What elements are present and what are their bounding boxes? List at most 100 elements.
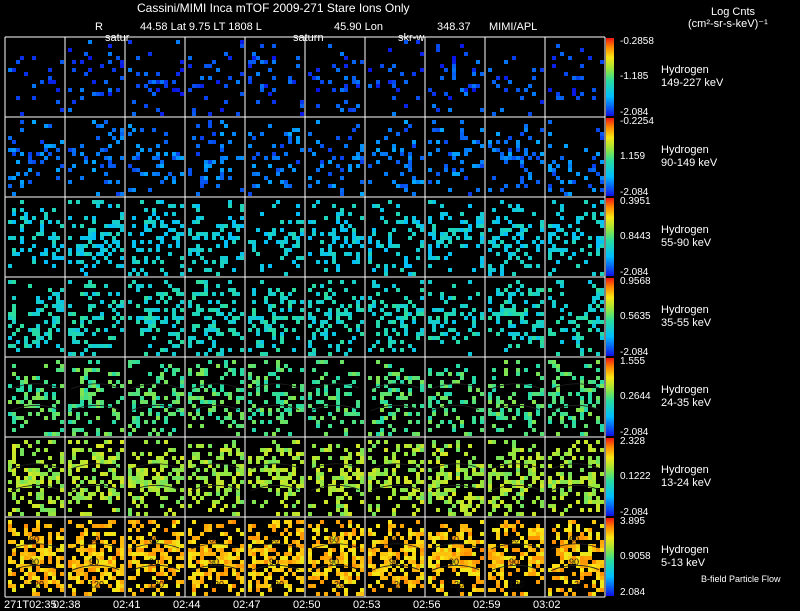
heatmap-pixel <box>136 420 140 424</box>
heatmap-pixel <box>396 460 400 464</box>
heatmap-pixel <box>192 520 196 524</box>
heatmap-pixel <box>276 540 280 544</box>
heatmap-pixel <box>596 464 600 468</box>
heatmap-pixel <box>88 240 92 244</box>
heatmap-pixel <box>164 480 168 484</box>
heatmap-pixel <box>452 492 456 496</box>
heatmap-pixel <box>412 272 416 276</box>
heatmap-pixel <box>148 372 152 376</box>
heatmap-pixel <box>496 244 500 248</box>
heatmap-pixel <box>140 396 144 400</box>
heatmap-pixel <box>76 496 80 500</box>
heatmap-pixel <box>440 372 444 376</box>
heatmap-pixel <box>48 332 52 336</box>
heatmap-cell <box>68 440 124 516</box>
heatmap-pixel <box>28 476 32 480</box>
heatmap-cell <box>368 360 424 436</box>
heatmap-pixel <box>172 236 176 240</box>
heatmap-pixel <box>252 240 256 244</box>
heatmap-pixel <box>456 532 460 536</box>
heatmap-pixel <box>432 408 436 412</box>
heatmap-pixel <box>316 456 320 460</box>
heatmap-pixel <box>36 376 40 380</box>
heatmap-pixel <box>540 548 544 552</box>
heatmap-pixel <box>188 492 192 496</box>
heatmap-pixel <box>384 268 388 272</box>
heatmap-pixel <box>460 532 464 536</box>
heatmap-pixel <box>376 148 380 152</box>
heatmap-pixel <box>96 532 100 536</box>
heatmap-pixel <box>132 392 136 396</box>
heatmap-pixel <box>492 220 496 224</box>
heatmap-pixel <box>228 204 232 208</box>
heatmap-pixel <box>312 332 316 336</box>
heatmap-pixel <box>160 592 164 596</box>
heatmap-pixel <box>464 476 468 480</box>
heatmap-pixel <box>464 524 468 528</box>
heatmap-pixel <box>536 304 540 308</box>
heatmap-pixel <box>568 488 572 492</box>
heatmap-pixel <box>92 80 96 84</box>
heatmap-pixel <box>472 416 476 420</box>
heatmap-pixel <box>204 552 208 556</box>
heatmap-cell <box>128 124 184 192</box>
heatmap-pixel <box>240 256 244 260</box>
heatmap-pixel <box>152 336 156 340</box>
heatmap-pixel <box>80 144 84 148</box>
heatmap-pixel <box>12 312 16 316</box>
heatmap-pixel <box>336 216 340 220</box>
heatmap-pixel <box>528 448 532 452</box>
heatmap-pixel <box>392 148 396 152</box>
heatmap-pixel <box>172 392 176 396</box>
heatmap-pixel <box>432 556 436 560</box>
heatmap-pixel <box>132 496 136 500</box>
heatmap-pixel <box>76 332 80 336</box>
heatmap-pixel <box>460 424 464 428</box>
heatmap-pixel <box>224 244 228 248</box>
heatmap-pixel <box>532 468 536 472</box>
heatmap-pixel <box>104 460 108 464</box>
heatmap-pixel <box>56 304 60 308</box>
heatmap-pixel <box>432 540 436 544</box>
heatmap-pixel <box>420 528 424 532</box>
heatmap-pixel <box>236 556 240 560</box>
heatmap-pixel <box>80 536 84 540</box>
heatmap-pixel <box>40 224 44 228</box>
heatmap-pixel <box>96 316 100 320</box>
heatmap-pixel <box>472 140 476 144</box>
heatmap-pixel <box>308 252 312 256</box>
heatmap-pixel <box>428 180 432 184</box>
heatmap-pixel <box>20 416 24 420</box>
heatmap-pixel <box>512 496 516 500</box>
heatmap-pixel <box>196 216 200 220</box>
heatmap-pixel <box>56 536 60 540</box>
heatmap-pixel <box>568 460 572 464</box>
heatmap-pixel <box>268 548 272 552</box>
heatmap-pixel <box>436 476 440 480</box>
heatmap-pixel <box>296 140 300 144</box>
heatmap-pixel <box>468 592 472 596</box>
heatmap-pixel <box>348 244 352 248</box>
heatmap-pixel <box>320 164 324 168</box>
heatmap-pixel <box>488 484 492 488</box>
heatmap-pixel <box>24 212 28 216</box>
heatmap-pixel <box>368 180 372 184</box>
heatmap-pixel <box>76 328 80 332</box>
heatmap-pixel <box>284 496 288 500</box>
heatmap-pixel <box>452 328 456 332</box>
heatmap-pixel <box>324 528 328 532</box>
heatmap-pixel <box>420 448 424 452</box>
heatmap-pixel <box>188 340 192 344</box>
heatmap-pixel <box>408 264 412 268</box>
heatmap-pixel <box>412 560 416 564</box>
heatmap-pixel <box>368 484 372 488</box>
heatmap-pixel <box>500 408 504 412</box>
heatmap-pixel <box>36 336 40 340</box>
heatmap-pixel <box>464 552 468 556</box>
heatmap-pixel <box>556 96 560 100</box>
heatmap-pixel <box>336 508 340 512</box>
heatmap-pixel <box>8 464 12 468</box>
heatmap-pixel <box>580 48 584 52</box>
heatmap-pixel <box>556 452 560 456</box>
heatmap-pixel <box>356 256 360 260</box>
